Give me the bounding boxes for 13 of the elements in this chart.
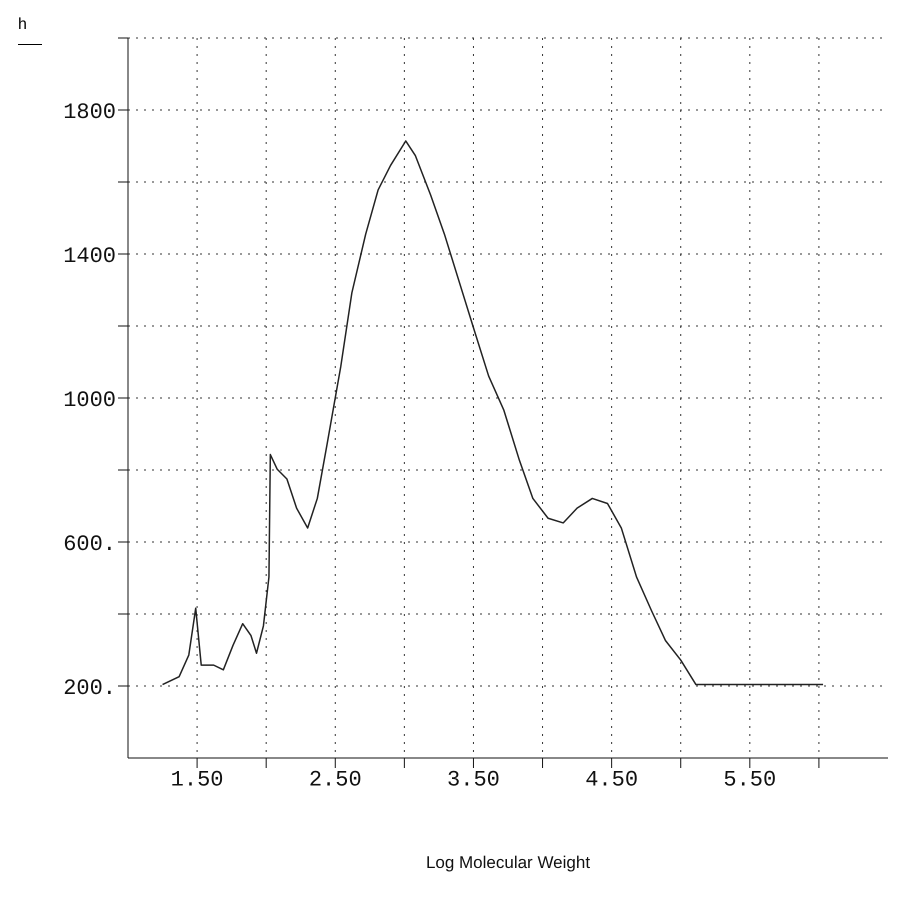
x-tick-label: 1.50 [170,768,224,793]
x-tick-label: 2.50 [308,768,362,793]
y-tick-label: 200. [63,676,116,701]
x-tick-label: 5.50 [723,768,776,793]
x-axis-title: Log Molecular Weight [426,853,590,872]
y-tick-label: 600. [63,532,116,557]
y-tick-label: 1800 [63,100,116,125]
y-tick-label: 1400 [63,244,116,269]
x-tick-label: 4.50 [585,768,638,793]
line-series [162,140,824,686]
y-tick-label: 1000 [63,388,116,413]
y-axis-title: h [18,16,27,33]
x-tick-label: 3.50 [447,768,500,793]
